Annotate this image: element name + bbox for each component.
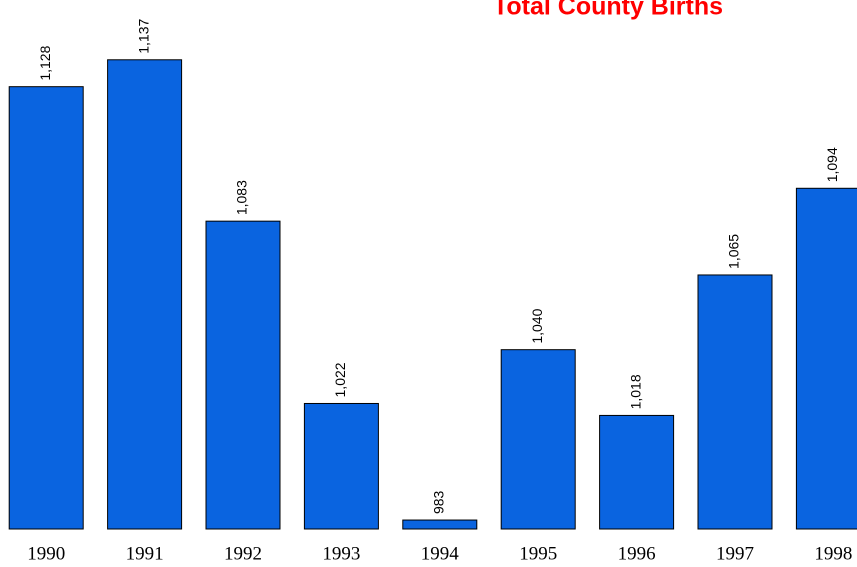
x-tick-label: 1991 — [126, 543, 164, 564]
value-label: 1,018 — [627, 374, 643, 409]
x-tick-label: 1995 — [519, 543, 557, 564]
value-label: 1,094 — [824, 147, 840, 182]
value-label: 983 — [431, 490, 447, 514]
bar — [303, 402, 379, 530]
bar — [697, 274, 773, 530]
value-label: 1,040 — [529, 308, 545, 343]
bar — [795, 187, 857, 530]
bar — [599, 414, 675, 530]
value-label: 1,065 — [726, 234, 742, 269]
value-label: 1,128 — [37, 45, 53, 80]
bar — [500, 349, 576, 530]
x-tick-label: 1997 — [716, 543, 754, 564]
x-tick-label: 1994 — [421, 543, 460, 564]
bar — [8, 86, 84, 530]
x-tick-label: 1996 — [618, 543, 656, 564]
bar — [107, 59, 183, 530]
value-label: 1,083 — [234, 180, 250, 215]
x-tick-label: 1998 — [814, 543, 852, 564]
bar — [205, 220, 281, 530]
x-tick-label: 1992 — [224, 543, 262, 564]
value-label: 1,022 — [332, 362, 348, 397]
chart-title: Total County Births — [493, 0, 723, 21]
x-tick-label: 1993 — [322, 543, 360, 564]
bar — [402, 519, 478, 530]
x-tick-label: 1990 — [27, 543, 65, 564]
value-label: 1,137 — [135, 19, 151, 54]
